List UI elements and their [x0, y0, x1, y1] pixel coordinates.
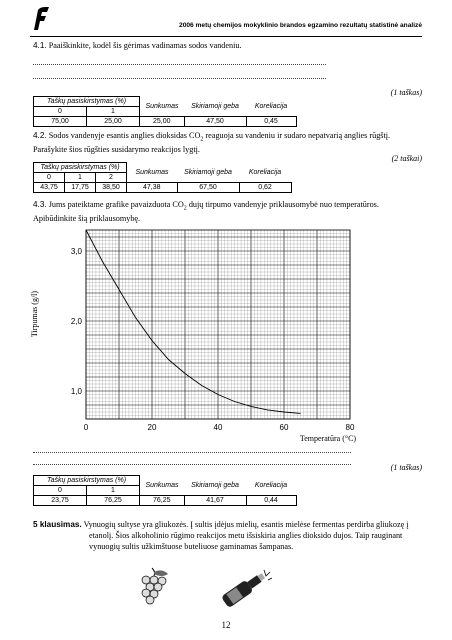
- x-tick-label: 40: [214, 423, 223, 432]
- col-header: Skiriamoji geba: [191, 102, 239, 110]
- answer-line[interactable]: [33, 452, 351, 453]
- table-cell: 25,00: [139, 116, 185, 127]
- col-header: Koreliacija: [254, 102, 288, 110]
- answer-line[interactable]: [33, 464, 351, 465]
- champagne-bottle-icon: [222, 569, 273, 607]
- page-number: 12: [221, 620, 231, 630]
- question-text: Jums pateiktame grafike pavaizduota CO: [48, 200, 184, 209]
- x-tick-labels: 0 20 40 60 80: [84, 423, 355, 432]
- col-header: 2: [95, 172, 127, 183]
- table-cell: 0,62: [238, 182, 292, 193]
- table-cell: 47,50: [183, 116, 247, 127]
- table-cell: 41,67: [183, 495, 247, 506]
- question-text: Vynuogių sultyse yra gliukozės. Į sultis…: [83, 520, 409, 529]
- col-header: 1: [64, 172, 96, 183]
- y-tick-label: 1,0: [71, 387, 83, 396]
- y-tick-labels: 1,0 2,0 3,0: [71, 247, 83, 396]
- table-cell: 25,00: [86, 116, 140, 127]
- question-4-1: 4.1. Paaiškinkite, kodėl šis gėrimas vad…: [33, 41, 242, 52]
- score-table-4-3: Taškų pasiskirstymas (%) Sunkumas Skiria…: [33, 475, 297, 506]
- x-axis-label: Temperatūra (°C): [300, 434, 357, 443]
- question-text: vynuogių sultis užkimštuose buteliuose g…: [89, 541, 294, 551]
- question-5: 5 klausimas. Vynuogių sultyse yra gliuko…: [33, 520, 425, 531]
- subscript: 2: [183, 205, 187, 212]
- answer-line[interactable]: [33, 64, 326, 65]
- y-axis-label: Tirpumas (g/l): [30, 291, 39, 337]
- question-text: reaguoja su vandeniu ir sudaro nepatvari…: [203, 131, 391, 140]
- table-group-header: Taškų pasiskirstymas (%): [33, 475, 140, 486]
- question-text: Sodos vandenyje esantis anglies dioksida…: [48, 131, 201, 140]
- col-header: 1: [86, 485, 140, 496]
- answer-line[interactable]: [33, 78, 326, 79]
- x-tick-label: 20: [148, 423, 157, 432]
- question-text: etanolį. Šios alkoholinio rūgimo reakcij…: [89, 531, 403, 540]
- subscript: 2: [200, 136, 204, 143]
- col-header: Sunkumas: [145, 102, 179, 110]
- grapes-icon: [141, 567, 168, 605]
- question-text: Parašykite šios rūgšties susidarymo reak…: [33, 145, 200, 155]
- question-number: 4.3.: [33, 200, 47, 209]
- points-label: (2 taškai): [391, 154, 422, 163]
- plot-border: [85, 229, 351, 420]
- table-cell: 0,44: [245, 495, 297, 506]
- score-table-4-2: Taškų pasiskirstymas (%) Sunkumas Skiria…: [33, 162, 292, 193]
- x-tick-label: 60: [280, 423, 289, 432]
- table-cell: 38,50: [95, 182, 127, 193]
- question-label: 5 klausimas.: [33, 520, 82, 529]
- question-number: 4.1.: [33, 41, 47, 50]
- score-table-4-1: Taškų pasiskirstymas (%) Sunkumas Skiria…: [33, 96, 297, 127]
- table-group-header: Taškų pasiskirstymas (%): [33, 162, 127, 173]
- question-text: Paaiškinkite, kodėl šis gėrimas vadinama…: [48, 41, 242, 50]
- question-text: dujų tirpumo vandenyje priklausomybė nuo…: [186, 200, 379, 209]
- table-cell: 76,25: [86, 495, 140, 506]
- chart-grid: [85, 229, 351, 420]
- table-group-header: Taškų pasiskirstymas (%): [33, 96, 140, 107]
- col-header: 0: [33, 172, 65, 183]
- table-row: 75,00 25,00 25,00 47,50 0,45: [33, 116, 297, 127]
- table-cell: 23,75: [33, 495, 87, 506]
- x-tick-label: 80: [346, 423, 355, 432]
- points-label: (1 taškas): [390, 463, 422, 472]
- table-cell: 0,45: [245, 116, 297, 127]
- question-4-2: 4.2. Sodos vandenyje esantis anglies dio…: [33, 131, 423, 156]
- table-cell: 47,38: [126, 182, 178, 193]
- question-4-3: 4.3. Jums pateiktame grafike pavaizduota…: [33, 200, 423, 225]
- col-header: Koreliacija: [248, 168, 282, 176]
- question-number: 4.2.: [33, 131, 47, 140]
- solubility-chart: 0 20 40 60 80 1,0 2,0 3,0 Temperatūra (°C) Tir…: [30, 229, 357, 443]
- col-header: Sunkumas: [145, 481, 179, 489]
- header-title: 2006 metų chemijos mokyklinio brandos eg…: [179, 22, 422, 29]
- x-tick-label: 0: [84, 423, 89, 432]
- table-row: 23,75 76,25 76,25 41,67 0,44: [33, 495, 297, 506]
- question-text: Apibūdinkite šią priklausomybę.: [33, 214, 141, 224]
- table-cell: 67,50: [176, 182, 240, 193]
- col-header: 0: [33, 106, 87, 117]
- col-header: 1: [86, 106, 140, 117]
- table-cell: 75,00: [33, 116, 87, 127]
- col-header: Skiriamoji geba: [184, 168, 232, 176]
- y-tick-label: 3,0: [71, 247, 83, 256]
- question-5-cont: etanolį. Šios alkoholinio rūgimo reakcij…: [89, 531, 425, 552]
- col-header: 0: [33, 485, 87, 496]
- table-row: 43,75 17,75 38,50 47,38 67,50 0,62: [33, 182, 292, 193]
- col-header: Sunkumas: [135, 168, 169, 176]
- col-header: Skiriamoji geba: [191, 481, 239, 489]
- table-cell: 43,75: [33, 182, 65, 193]
- col-header: Koreliacija: [254, 481, 288, 489]
- series-line: [85, 229, 301, 414]
- page-header: [30, 0, 422, 37]
- table-cell: 76,25: [139, 495, 185, 506]
- points-label: (1 taškas): [390, 88, 422, 97]
- logo-icon: [34, 7, 49, 30]
- y-tick-label: 2,0: [71, 317, 83, 326]
- table-cell: 17,75: [64, 182, 96, 193]
